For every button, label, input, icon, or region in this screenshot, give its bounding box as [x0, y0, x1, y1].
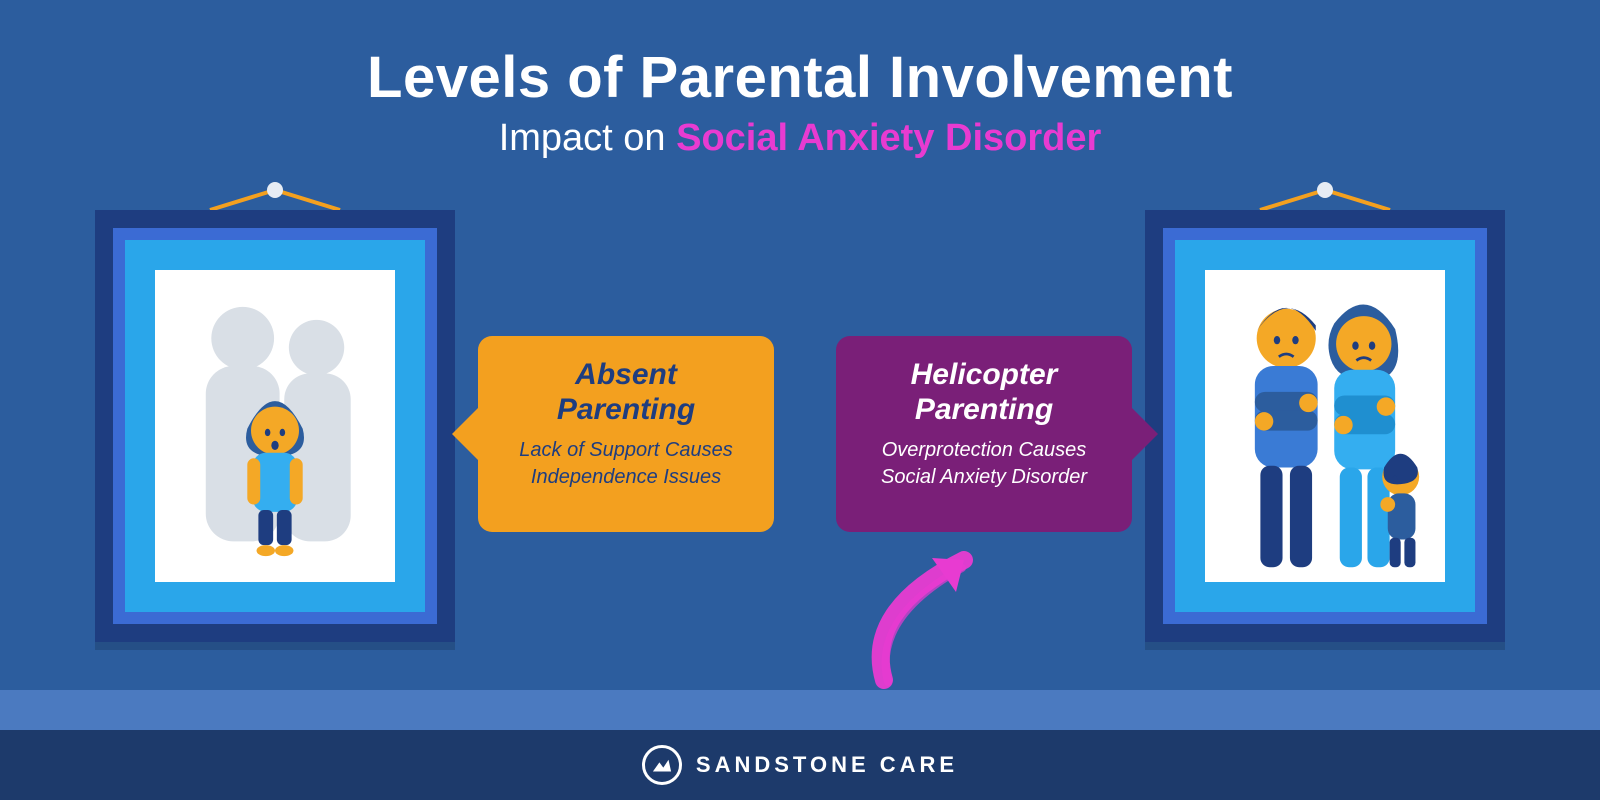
title-line2-accent: Social Anxiety Disorder	[676, 117, 1101, 159]
frame-mat	[125, 240, 425, 612]
footer-bar: SANDSTONE CARE	[0, 730, 1600, 800]
brush-arrow-icon	[854, 540, 1034, 690]
callout-title: Absent Parenting	[504, 358, 748, 427]
title-line1: Levels of Parental Involvement	[0, 44, 1600, 111]
brand-name: SANDSTONE CARE	[696, 752, 958, 778]
callout-pointer-icon	[452, 408, 478, 460]
illustration-absent-child	[155, 270, 395, 582]
illustration-helicopter-family	[1205, 270, 1445, 582]
callout-absent-parenting: Absent Parenting Lack of Support Causes …	[478, 336, 774, 532]
frame-mat	[1175, 240, 1475, 612]
title-line2: Impact on Social Anxiety Disorder	[0, 117, 1600, 160]
frame-absent-parenting	[95, 182, 455, 642]
callout-helicopter-parenting: Helicopter Parenting Overprotection Caus…	[836, 336, 1132, 532]
hanger-nail-icon	[1317, 182, 1333, 198]
title-line2-pre: Impact on	[499, 117, 676, 159]
background-shelf	[0, 690, 1600, 730]
hanger-nail-icon	[267, 182, 283, 198]
frame-photo-absent	[155, 270, 395, 582]
infographic-stage: Levels of Parental Involvement Impact on…	[0, 0, 1600, 800]
callout-title: Helicopter Parenting	[862, 358, 1106, 427]
frame-border	[1145, 210, 1505, 642]
callout-body: Overprotection Causes Social Anxiety Dis…	[862, 437, 1106, 491]
frame-photo-helicopter	[1205, 270, 1445, 582]
frame-helicopter-parenting	[1145, 182, 1505, 642]
title-block: Levels of Parental Involvement Impact on…	[0, 44, 1600, 160]
callout-body: Lack of Support Causes Independence Issu…	[504, 437, 748, 491]
brand-logo-icon	[642, 745, 682, 785]
callout-pointer-icon	[1132, 408, 1158, 460]
frame-border	[95, 210, 455, 642]
